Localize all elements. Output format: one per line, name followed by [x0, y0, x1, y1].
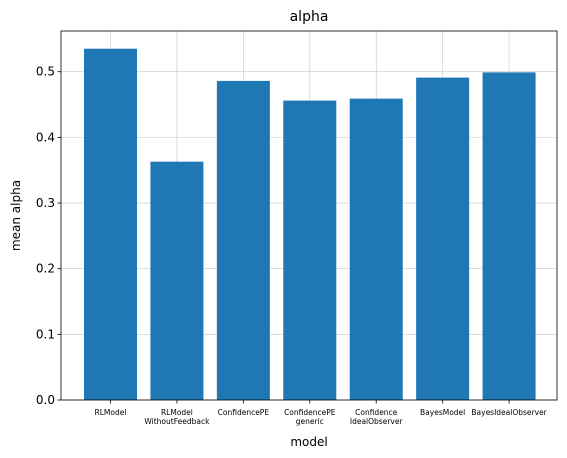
y-tick-label: 0.0 [36, 393, 55, 407]
x-tick-label: RLModel [95, 408, 127, 417]
x-tick-label: Confidence IdealObserver [350, 408, 404, 426]
bar [416, 77, 470, 401]
chart-title: alpha [290, 9, 329, 25]
x-tick-label: BayesModel [420, 408, 465, 417]
bars-layer [84, 48, 536, 401]
bar [283, 100, 337, 400]
y-tick-label: 0.3 [36, 196, 55, 210]
bar [216, 80, 270, 400]
bar [150, 161, 204, 400]
y-tick-label: 0.5 [36, 65, 55, 79]
x-tick-label: ConfidencePE generic [284, 408, 336, 426]
x-ticks: RLModel RLModel WithoutFeedback ConfidenceP… [95, 400, 548, 426]
bar [349, 98, 403, 400]
plot-frame [60, 30, 558, 401]
y-axis-label: mean alpha [9, 180, 23, 251]
y-tick-label: 0.4 [36, 130, 55, 144]
x-axis-label: model [290, 435, 327, 449]
x-tick-label: RLModel WithoutFeedback [144, 408, 210, 426]
y-tick-label: 0.1 [36, 327, 55, 341]
x-tick-label: ConfidencePE [218, 408, 270, 417]
y-ticks: 0.0 0.1 0.2 0.3 0.4 0.5 [36, 65, 61, 407]
bar [84, 48, 137, 401]
x-tick-label: BayesIdealObserver [471, 408, 547, 417]
bar [482, 72, 536, 400]
y-tick-label: 0.2 [36, 262, 55, 276]
